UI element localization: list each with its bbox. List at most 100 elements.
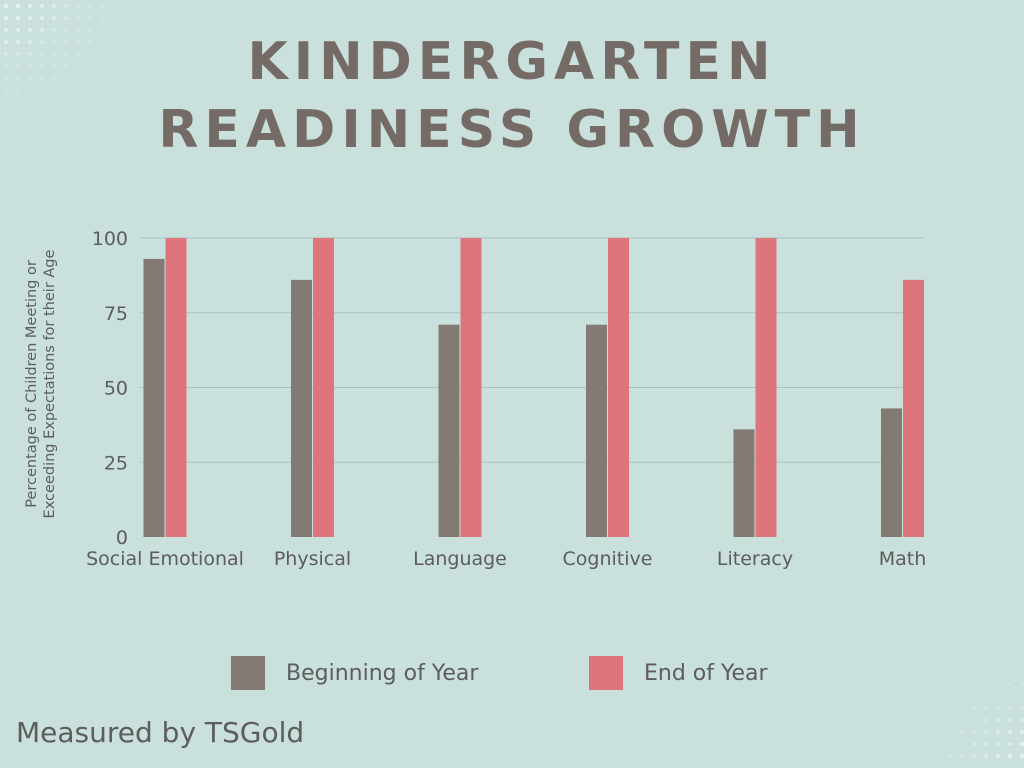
- decorative-dot: [88, 52, 92, 56]
- decorative-dot: [937, 695, 939, 697]
- decorative-dot: [3, 27, 9, 33]
- bar-end-math: [903, 279, 924, 537]
- decorative-dot: [937, 707, 939, 709]
- legend-label-beginning-of-year: Beginning of Year: [286, 661, 479, 686]
- decorative-dot: [100, 64, 104, 68]
- decorative-dot: [913, 683, 915, 685]
- decorative-dot: [949, 659, 951, 661]
- decorative-dot: [1020, 718, 1024, 722]
- decorative-dot: [65, 101, 67, 103]
- decorative-dot: [961, 671, 963, 673]
- decorative-dot: [4, 40, 8, 44]
- decorative-dot: [1020, 682, 1024, 686]
- decorative-dot: [89, 125, 91, 127]
- decorative-dot: [64, 64, 68, 68]
- decorative-dot: [948, 706, 952, 710]
- decorative-dot: [112, 40, 116, 44]
- decorative-dot: [137, 101, 139, 103]
- x-tick-label-math: Math: [879, 548, 927, 570]
- decorative-dot: [1009, 659, 1011, 661]
- decorative-dot: [3, 15, 9, 21]
- decorative-dot: [28, 100, 32, 104]
- y-tick-label-0: 0: [116, 527, 128, 549]
- decorative-dot: [41, 125, 43, 127]
- decorative-dot: [137, 29, 139, 31]
- decorative-dot: [1021, 635, 1023, 637]
- decorative-dot: [76, 52, 80, 56]
- decorative-dot: [77, 89, 79, 91]
- decorative-dot: [972, 694, 976, 698]
- decorative-dot: [949, 647, 951, 649]
- decorative-dot: [113, 113, 115, 115]
- decorative-dot: [64, 52, 68, 56]
- decorative-dot: [125, 29, 127, 31]
- decorative-dot: [16, 76, 20, 80]
- decorative-dot: [88, 64, 92, 68]
- decorative-dot: [960, 730, 964, 734]
- decorative-dot: [149, 65, 151, 67]
- decorative-dot: [125, 41, 127, 43]
- x-tick-label-physical: Physical: [274, 548, 351, 570]
- decorative-dot: [901, 743, 903, 745]
- decorative-dot: [15, 27, 21, 33]
- decorative-dot: [901, 755, 903, 757]
- decorative-dot: [949, 671, 951, 673]
- decorative-dot: [995, 753, 1001, 759]
- decorative-dot: [149, 41, 151, 43]
- decorative-dot: [40, 100, 44, 104]
- decorative-dot: [77, 125, 79, 127]
- decorative-dot: [913, 731, 915, 733]
- decorative-dot: [173, 53, 175, 55]
- decorative-dot: [913, 719, 915, 721]
- decorative-dot: [15, 3, 21, 9]
- decorative-dot: [40, 28, 44, 32]
- decorative-dot: [39, 15, 45, 21]
- y-tick-label-50: 50: [104, 378, 128, 400]
- decorative-dot: [985, 635, 987, 637]
- decorative-dot: [27, 27, 33, 33]
- decorative-dot: [137, 65, 139, 67]
- decorative-dot: [101, 101, 103, 103]
- decorative-dot: [960, 742, 964, 746]
- decorative-dot: [5, 161, 7, 163]
- decorative-dot: [185, 5, 187, 7]
- decorative-dot: [901, 695, 903, 697]
- decorative-dot: [913, 743, 915, 745]
- decorative-dot: [100, 16, 104, 20]
- decorative-dot: [89, 113, 91, 115]
- decorative-dot: [961, 683, 963, 685]
- decorative-dot: [960, 754, 964, 758]
- decorative-dot: [5, 137, 7, 139]
- decorative-dot: [124, 16, 128, 20]
- decorative-dot: [64, 76, 68, 80]
- decorative-dot: [125, 89, 127, 91]
- decorative-dot: [1019, 753, 1024, 759]
- y-tick-label-75: 75: [104, 303, 128, 325]
- decorative-dot: [17, 149, 19, 151]
- decorative-dot: [39, 3, 45, 9]
- source-footer: Measured by TSGold: [16, 716, 305, 749]
- decorative-dot: [100, 52, 104, 56]
- x-tick-label-social-emotional: Social Emotional: [86, 548, 244, 570]
- decorative-dot: [137, 53, 139, 55]
- decorative-dot: [65, 125, 67, 127]
- decorative-dot: [889, 755, 891, 757]
- decorative-dot: [936, 754, 940, 758]
- decorative-dot: [949, 695, 951, 697]
- decorative-dot: [1009, 647, 1011, 649]
- decorative-dot: [76, 16, 80, 20]
- x-tick-label-literacy: Literacy: [717, 548, 793, 570]
- decorative-dot: [149, 89, 151, 91]
- decorative-dot: [41, 113, 43, 115]
- decorative-dot: [16, 40, 20, 44]
- decorative-dot: [1021, 647, 1023, 649]
- decorative-dot: [16, 52, 20, 56]
- decorative-dot: [4, 76, 8, 80]
- decorative-dot: [29, 113, 31, 115]
- decorative-dot: [913, 707, 915, 709]
- decorative-dot: [40, 52, 44, 56]
- legend-label-end-of-year: End of Year: [644, 661, 769, 686]
- decorative-dot: [984, 718, 988, 722]
